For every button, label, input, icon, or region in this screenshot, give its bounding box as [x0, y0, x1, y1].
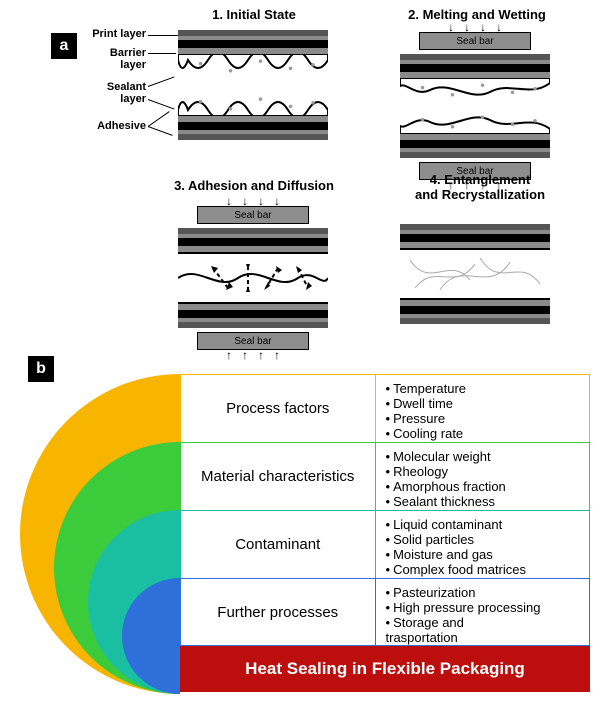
leader — [148, 99, 175, 110]
row-label: Process factors — [180, 374, 376, 442]
row-item: Molecular weight — [386, 449, 580, 464]
label-adhesive: Adhesive — [86, 120, 146, 132]
stage1-title: 1. Initial State — [174, 7, 334, 22]
stage4-title: 4. Entanglement and Recrystallization — [400, 172, 560, 202]
row-item: Amorphous fraction — [386, 479, 580, 494]
leader — [148, 53, 176, 54]
leader — [148, 126, 173, 136]
seal-bar: Seal bar — [419, 32, 531, 50]
leader — [148, 111, 170, 127]
factors-table: Process factorsTemperatureDwell timePres… — [180, 374, 590, 692]
row-item: Complex food matrices — [386, 562, 580, 577]
stage2-title: 2. Melting and Wetting — [382, 7, 572, 22]
row-item: Pasteurization — [386, 585, 580, 600]
row-item: Cooling rate — [386, 426, 580, 441]
row-item: Moisture and gas — [386, 547, 580, 562]
row-label: Material characteristics — [180, 442, 376, 510]
stage3-title: 3. Adhesion and Diffusion — [154, 178, 354, 193]
row-item: Rheology — [386, 464, 580, 479]
row-item: Storage and trasportation — [386, 615, 580, 645]
seal-bar: Seal bar — [197, 206, 309, 224]
stage4-film — [400, 224, 550, 324]
row-item: Sealant thickness — [386, 494, 580, 509]
table-row: Material characteristicsMolecular weight… — [180, 442, 590, 510]
figure-root: a Print layer Barrier layer Sealant laye… — [0, 0, 614, 713]
row-item: Solid particles — [386, 532, 580, 547]
table-row: Process factorsTemperatureDwell timePres… — [180, 374, 590, 442]
label-sealant: Sealant layer — [86, 81, 146, 105]
row-items: PasteurizationHigh pressure processingSt… — [376, 578, 591, 646]
concentric-rings — [0, 370, 190, 698]
label-print: Print layer — [86, 28, 146, 40]
badge-a: a — [51, 33, 77, 59]
row-items: TemperatureDwell timePressureCooling rat… — [376, 374, 591, 442]
row-item: Liquid contaminant — [386, 517, 580, 532]
stage2-film: ↓↓↓↓ Seal bar Seal bar ↑↑↑↑ — [400, 22, 550, 190]
table-row: Further processesPasteurizationHigh pres… — [180, 578, 590, 646]
row-label: Further processes — [180, 578, 376, 646]
seal-bar: Seal bar — [197, 332, 309, 350]
row-items: Liquid contaminantSolid particlesMoistur… — [376, 510, 591, 578]
row-label: Contaminant — [180, 510, 376, 578]
stage1-film — [178, 30, 328, 140]
row-item: Dwell time — [386, 396, 580, 411]
row-item: Pressure — [386, 411, 580, 426]
label-barrier: Barrier layer — [86, 47, 146, 71]
table-row: ContaminantLiquid contaminantSolid parti… — [180, 510, 590, 578]
stage3-film: ↓↓↓↓ Seal bar Seal bar ↑↑↑↑ — [178, 196, 328, 360]
row-item: Temperature — [386, 381, 580, 396]
leader — [148, 35, 178, 36]
row-item: High pressure processing — [386, 600, 580, 615]
row-items: Molecular weightRheologyAmorphous fracti… — [376, 442, 591, 510]
leader — [148, 76, 175, 87]
footer-heat-sealing: Heat Sealing in Flexible Packaging — [180, 646, 590, 692]
